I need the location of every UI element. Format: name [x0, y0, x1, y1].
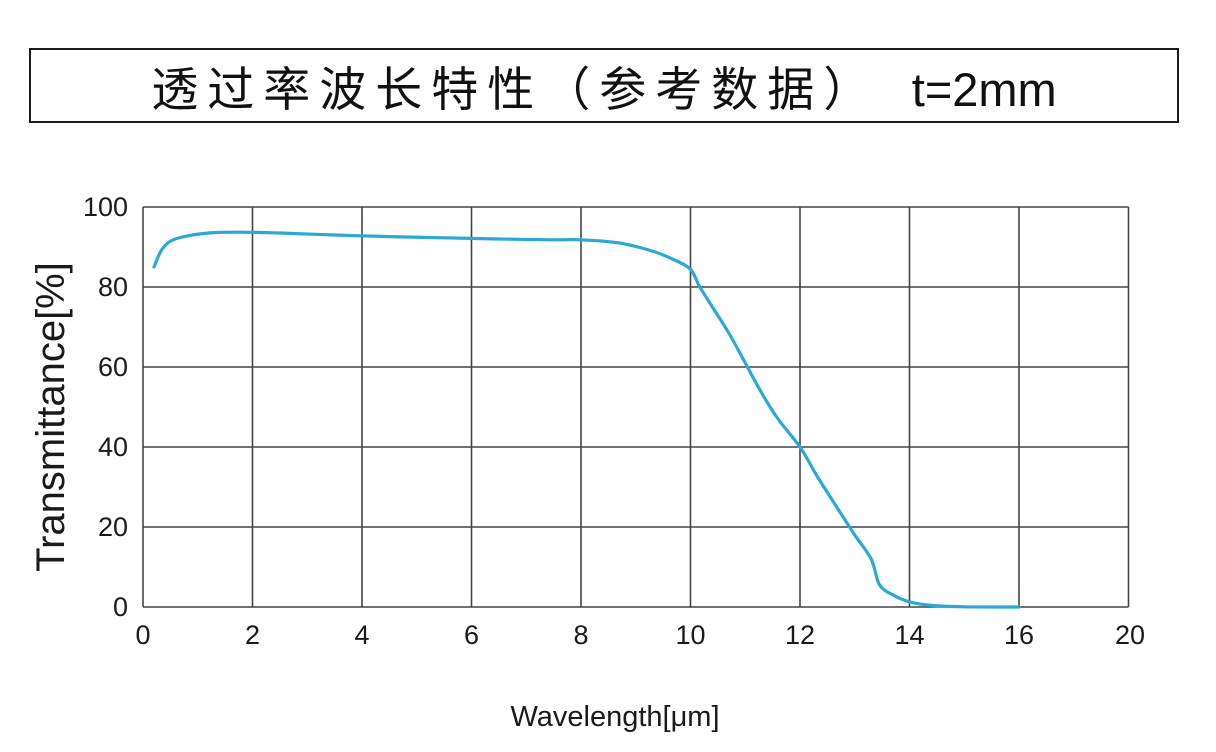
- svg-text:20: 20: [1115, 620, 1145, 650]
- svg-text:8: 8: [573, 620, 588, 650]
- svg-text:0: 0: [135, 620, 150, 650]
- svg-text:20: 20: [98, 512, 128, 542]
- svg-text:80: 80: [98, 272, 128, 302]
- svg-text:60: 60: [98, 352, 128, 382]
- svg-text:0: 0: [113, 592, 128, 622]
- svg-text:14: 14: [894, 620, 924, 650]
- svg-text:6: 6: [464, 620, 479, 650]
- svg-text:4: 4: [354, 620, 369, 650]
- svg-text:10: 10: [675, 620, 705, 650]
- svg-text:100: 100: [83, 192, 128, 222]
- svg-text:12: 12: [785, 620, 815, 650]
- svg-text:40: 40: [98, 432, 128, 462]
- svg-text:16: 16: [1004, 620, 1034, 650]
- svg-text:Wavelength[μm]: Wavelength[μm]: [510, 701, 719, 733]
- svg-text:Transmittance[%]: Transmittance[%]: [29, 262, 73, 572]
- svg-text:2: 2: [245, 620, 260, 650]
